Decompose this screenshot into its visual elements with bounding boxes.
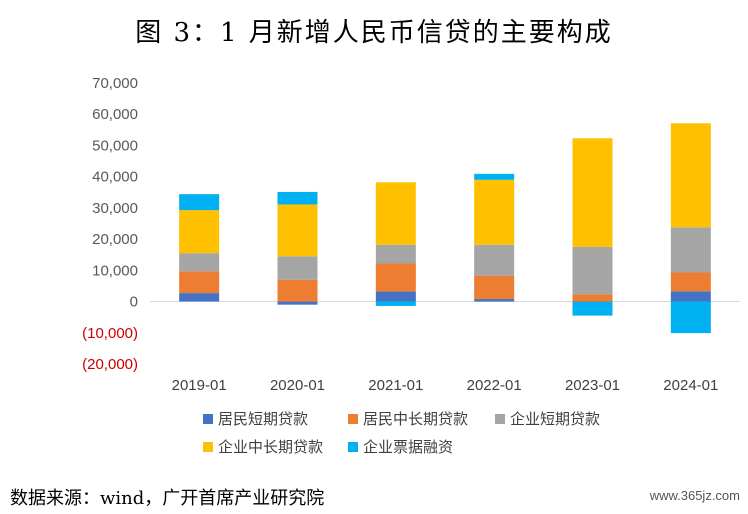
bar-segment [670,291,711,302]
bar-segment [179,271,220,294]
legend-swatch [495,414,505,424]
x-tick-label: 2024-01 [663,377,718,394]
bar-segment [572,294,613,302]
legend-label: 居民短期贷款 [218,410,308,428]
bar-segment [277,204,318,257]
bar-segment [277,256,318,280]
x-tick-label: 2019-01 [172,377,227,394]
legend-label: 居民中长期贷款 [363,410,468,428]
bar-segment [572,301,613,303]
source-note: 数据来源：wind，广开首席产业研究院 [10,488,325,509]
y-tick-label: 50,000 [92,137,138,154]
bar-segment [179,253,220,272]
bar-segment [179,210,220,254]
bar-segment [179,194,220,211]
bar-segment [474,244,515,276]
y-tick-label: 40,000 [92,169,138,186]
bar-segment [670,123,711,228]
y-tick-label: (20,000) [82,356,138,373]
legend-label: 企业票据融资 [363,438,453,456]
bar-segment [277,279,318,302]
bar-segment [277,301,318,305]
legend-swatch [348,414,358,424]
y-tick-label: 10,000 [92,262,138,279]
y-tick-label: 20,000 [92,231,138,248]
bar-segment [277,191,318,205]
y-tick-label: 30,000 [92,200,138,217]
y-tick-label: 60,000 [92,106,138,123]
chart-title: 图 3：1 月新增人民币信贷的主要构成 [135,18,613,48]
bar-segment [375,263,416,292]
y-tick-label: (10,000) [82,325,138,342]
legend-swatch [203,442,213,452]
bar-segment [375,291,416,302]
legend-label: 企业中长期贷款 [218,438,323,456]
bar-segment [474,173,515,180]
watermark: www.365jz.com [649,488,740,503]
legend-label: 企业短期贷款 [510,410,600,428]
bar-segment [572,246,613,295]
bar-segment [670,301,711,334]
y-tick-label: 0 [130,294,138,311]
x-tick-label: 2020-01 [270,377,325,394]
bar-segment [179,293,220,302]
bar-segment [375,244,416,264]
bar-segment [572,301,613,316]
x-tick-label: 2023-01 [565,377,620,394]
bar-segment [474,299,515,302]
x-tick-label: 2021-01 [368,377,423,394]
bar-segment [474,275,515,300]
bar-segment [375,182,416,245]
bar-segment [572,138,613,247]
bar-segment [375,301,416,306]
bar-segment [670,227,711,273]
legend-swatch [203,414,213,424]
bar-segment [474,179,515,245]
bar-segment [670,272,711,292]
x-tick-label: 2022-01 [467,377,522,394]
legend-swatch [348,442,358,452]
y-tick-label: 70,000 [92,75,138,92]
